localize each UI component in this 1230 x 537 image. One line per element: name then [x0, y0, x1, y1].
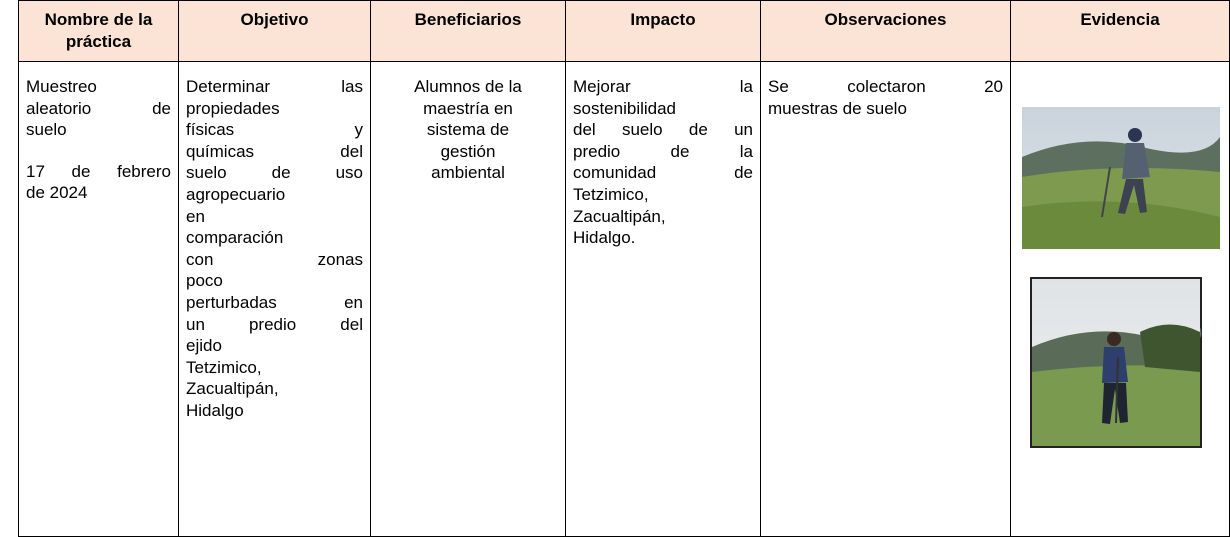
text-line: gestión	[440, 141, 496, 161]
text-line: con zonas	[186, 249, 363, 269]
text-line: en	[186, 206, 205, 226]
text-line: químicas del	[186, 141, 363, 161]
page: Nombre de la práctica Objetivo Beneficiari…	[18, 0, 1230, 537]
text-line: agropecuario	[186, 184, 286, 204]
cell: Muestreo aleatorio de suelo 17 de febrero de…	[18, 61, 179, 537]
paragraph: Alumnos de la maestría en sistema de gestió…	[378, 76, 558, 184]
text-line: Hidalgo	[186, 400, 244, 420]
text-line: Tetzimico,	[573, 184, 649, 204]
text-line: Alumnos de la	[414, 77, 522, 96]
text-line: del suelo de un	[573, 120, 753, 140]
text-line: sistema de	[426, 120, 510, 140]
paragraph: Determinar las propiedades físicas y químic…	[186, 76, 363, 422]
text-line: de 2024	[26, 183, 88, 203]
text-line: un predio del	[186, 314, 363, 334]
paragraph: Mejorar la sostenibilidad del suelo de un p…	[573, 76, 753, 249]
header-row: Nombre de la práctica Objetivo Beneficiari…	[18, 0, 1230, 62]
text-line: comparación	[186, 228, 284, 248]
text-line: propiedades	[186, 98, 280, 118]
text-line: sostenibilidad	[573, 98, 677, 118]
text-line: aleatorio de	[26, 98, 171, 118]
column-header: Evidencia	[1010, 0, 1230, 62]
column-header: Objetivo	[178, 0, 371, 62]
practice-table: Nombre de la práctica Objetivo Beneficiari…	[18, 0, 1230, 537]
text-line: 17 de febrero	[26, 161, 171, 181]
text-line: Zacualtipán,	[186, 379, 279, 399]
column-header: Observaciones	[760, 0, 1011, 62]
text-line: muestras de suelo	[768, 98, 907, 118]
text-line: maestría en	[423, 98, 513, 118]
text-line: comunidad de	[573, 163, 753, 183]
text-line: Tetzimico,	[186, 357, 262, 377]
cell: Alumnos de la maestría en sistema de gestió…	[370, 61, 566, 537]
paragraph: Se colectaron 20 muestras de suelo	[768, 76, 1003, 119]
text-line: Mejorar la	[573, 77, 753, 96]
text-line: poco	[186, 271, 223, 291]
text-line: predio de la	[573, 141, 753, 161]
cell: Mejorar la sostenibilidad del suelo de un p…	[565, 61, 761, 537]
paragraph: 17 de febrero de 2024	[26, 161, 171, 204]
paragraph: Muestreo aleatorio de suelo	[26, 76, 171, 141]
column-header: Beneficiarios	[370, 0, 566, 62]
text-line: Muestreo	[26, 77, 97, 96]
evidence-photo	[1022, 107, 1220, 249]
column-header: Impacto	[565, 0, 761, 62]
text-line: Determinar las	[186, 77, 363, 96]
text-line: Hidalgo.	[573, 228, 636, 248]
text-line: suelo de uso	[186, 163, 363, 183]
text-line: Zacualtipán,	[573, 206, 666, 226]
cell: Se colectaron 20 muestras de suelo	[760, 61, 1011, 537]
text-line: suelo	[26, 120, 67, 140]
evidence-photo	[1030, 277, 1202, 448]
text-line: ejido	[186, 336, 222, 356]
text-line: Se colectaron 20	[768, 77, 1003, 96]
cell: Determinar las propiedades físicas y químic…	[178, 61, 371, 537]
text-line: físicas y	[186, 120, 363, 140]
column-header: Nombre de la práctica	[18, 0, 179, 62]
text-line: perturbadas en	[186, 292, 363, 312]
text-line: ambiental	[431, 163, 505, 183]
